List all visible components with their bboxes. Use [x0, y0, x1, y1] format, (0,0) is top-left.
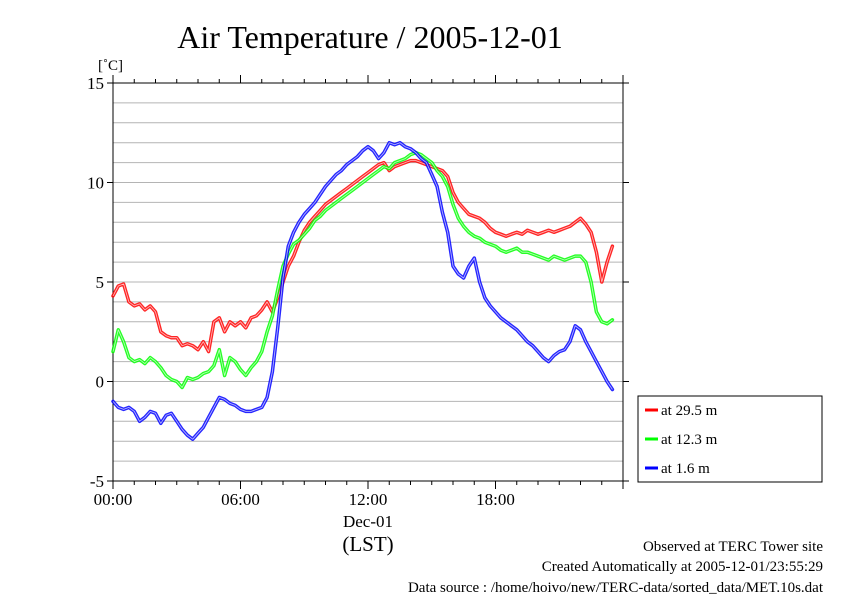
y-tick-label: 0 — [96, 373, 105, 392]
legend: at 29.5 m at 12.3 m at 1.6 m — [637, 395, 823, 483]
series-line-3 — [111, 140, 615, 441]
footer-created-at: Created Automatically at 2005-12-01/23:5… — [542, 559, 823, 575]
y-tick-label: 5 — [96, 273, 105, 292]
series-line-highlight-1 — [112, 160, 613, 353]
legend-box — [637, 395, 823, 483]
legend-items: at 29.5 m at 12.3 m at 1.6 m — [645, 403, 718, 477]
x-tick-label: 06:00 — [221, 490, 260, 509]
series-line-highlight-3 — [112, 142, 613, 440]
y-axis-unit-label: [˚C] — [98, 58, 123, 74]
y-axis: -5 0 5 10 15 — [87, 74, 629, 491]
gridlines — [113, 102, 623, 462]
y-tick-label: -5 — [90, 472, 104, 491]
footer-data-source: Data source : /home/hoivo/new/TERC-data/… — [408, 580, 824, 595]
y-tick-label: 15 — [87, 74, 104, 93]
series-lines — [111, 140, 615, 441]
footer-observed-at: Observed at TERC Tower site — [643, 539, 823, 555]
x-axis: 00:00 06:00 12:00 18:00 — [94, 75, 624, 509]
x-axis-date-label: Dec-01 — [343, 512, 393, 531]
series-line-highlight-2 — [112, 152, 613, 388]
legend-label: at 1.6 m — [661, 461, 710, 477]
x-tick-label: 00:00 — [94, 490, 133, 509]
legend-label: at 12.3 m — [661, 432, 718, 448]
x-tick-label: 12:00 — [349, 490, 388, 509]
x-tick-label: 18:00 — [476, 490, 515, 509]
y-tick-label: 10 — [87, 174, 104, 193]
chart-title: Air Temperature / 2005-12-01 — [177, 19, 563, 55]
x-axis-unit-label: (LST) — [342, 532, 393, 556]
legend-label: at 29.5 m — [661, 403, 718, 419]
